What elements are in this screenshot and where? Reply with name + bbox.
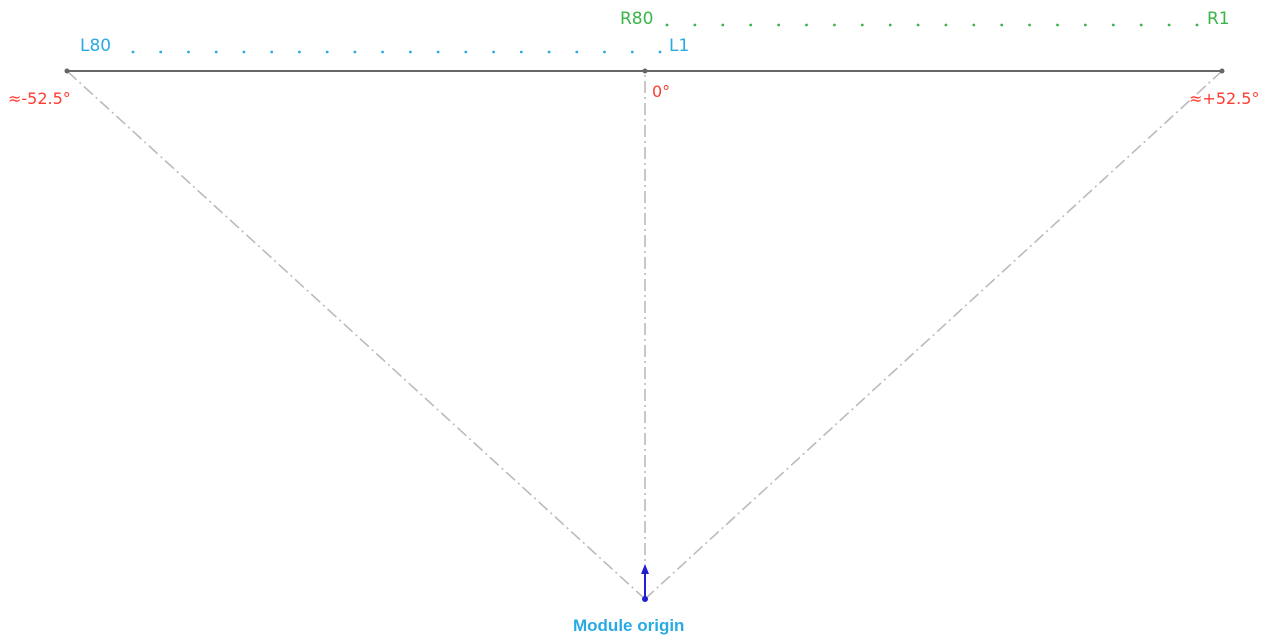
left-ray xyxy=(66,70,646,600)
right-channel-dot xyxy=(833,23,836,27)
right-channel-dot xyxy=(665,23,669,27)
left-channel-dot xyxy=(242,50,246,54)
left-channel-dot xyxy=(575,50,579,54)
right-channel-dot xyxy=(1056,23,1059,27)
right-channel-dot xyxy=(1000,23,1004,27)
right-channel-dot xyxy=(1139,23,1143,27)
left-channel-dot xyxy=(187,50,190,54)
right-channel-dot xyxy=(916,23,920,27)
right-last-label: R1 xyxy=(1207,9,1230,29)
left-channel-dot xyxy=(603,50,606,54)
right-channel-dot xyxy=(721,23,725,27)
left-channel-dot xyxy=(630,50,634,54)
left-channel-dot xyxy=(298,50,301,54)
right-first-label: R80 xyxy=(620,9,654,29)
left-channel-dot xyxy=(325,50,329,54)
left-channel-dot xyxy=(547,50,551,54)
baseline-left-end xyxy=(64,68,70,74)
left-channel-dot xyxy=(436,50,440,54)
right-channel-dot xyxy=(860,23,864,27)
angle-left-label: ≈-52.5° xyxy=(8,89,71,108)
left-channel-dot xyxy=(353,50,357,54)
right-channel-dot xyxy=(1111,23,1115,27)
right-channel-dot xyxy=(888,23,892,27)
left-channel-dot xyxy=(492,50,495,54)
right-channel-dot xyxy=(749,23,753,27)
left-channel-dot xyxy=(214,50,218,54)
left-channel-dots xyxy=(131,50,662,54)
right-channel-dot xyxy=(1195,23,1199,27)
left-channel-dot xyxy=(131,50,135,54)
right-channel-dots xyxy=(665,23,1199,27)
left-channel-dot xyxy=(381,50,384,54)
right-channel-dot xyxy=(1167,23,1171,27)
right-channel-dot xyxy=(693,23,697,27)
right-channel-dot xyxy=(944,23,948,27)
left-channel-dot xyxy=(270,50,274,54)
origin-arrow-head xyxy=(641,564,649,574)
left-channel-dot xyxy=(464,50,468,54)
right-channel-dot xyxy=(972,23,976,27)
right-channel-dot xyxy=(777,23,780,27)
left-channel-dot xyxy=(519,50,523,54)
right-channel-dot xyxy=(805,23,808,27)
left-first-label: L80 xyxy=(80,36,112,56)
left-last-label: L1 xyxy=(669,36,690,56)
origin-point xyxy=(642,596,648,602)
right-channel-dot xyxy=(1084,23,1087,27)
baseline-center-point xyxy=(642,68,648,74)
baseline-right-end xyxy=(1219,68,1225,74)
left-channel-dot xyxy=(409,50,412,54)
right-ray xyxy=(644,70,1223,600)
angle-center-label: 0° xyxy=(652,82,671,101)
module-origin-label: Module origin xyxy=(573,616,685,635)
left-channel-dot xyxy=(159,50,163,54)
left-channel-dot xyxy=(658,50,662,54)
angle-right-label: ≈+52.5° xyxy=(1189,89,1260,108)
right-channel-dot xyxy=(1028,23,1031,27)
